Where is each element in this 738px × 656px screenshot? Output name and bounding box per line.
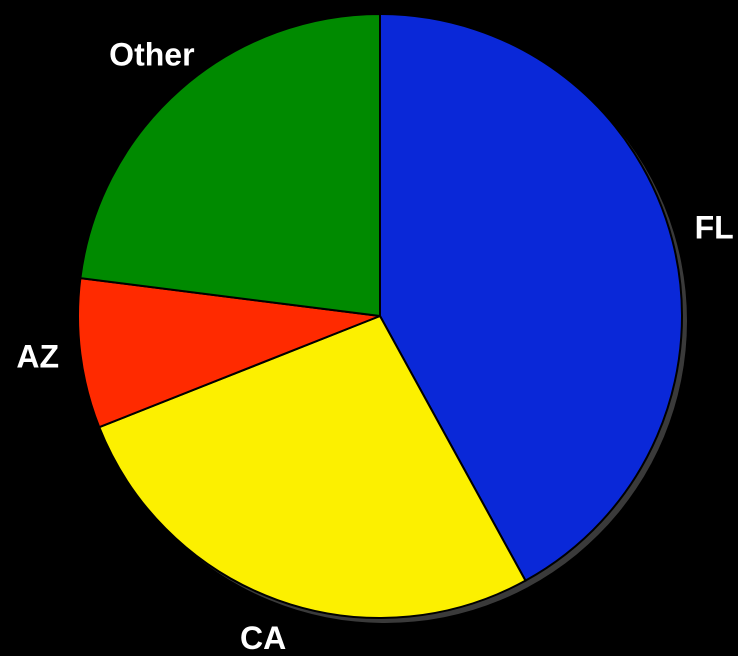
pie-slice [79, 12, 381, 318]
slice-label: AZ [16, 339, 59, 375]
slice-label: CA [240, 620, 286, 656]
pie-slice [379, 12, 683, 583]
slice-label: FL [695, 210, 734, 246]
slice-label: Other [109, 37, 194, 73]
pie-slice [97, 314, 527, 619]
pie-slice [77, 277, 381, 429]
